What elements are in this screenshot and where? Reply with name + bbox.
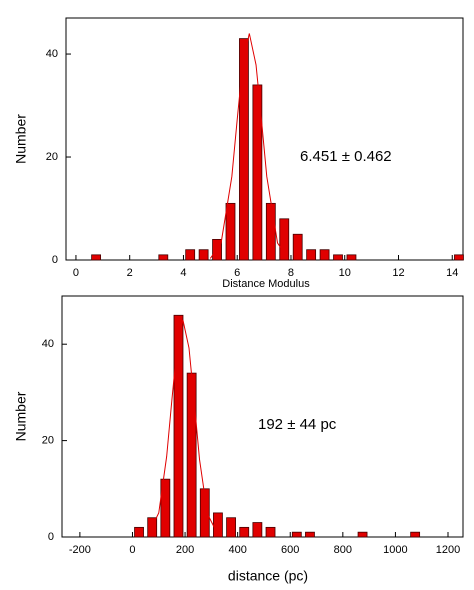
bar <box>319 249 330 261</box>
bar <box>410 531 421 538</box>
bar <box>185 249 196 261</box>
bar <box>291 531 302 538</box>
bar <box>292 233 303 261</box>
annotation: 6.451 ± 0.462 <box>300 148 392 165</box>
x-tick-label: 6 <box>234 267 240 279</box>
bar <box>160 478 171 538</box>
x-tick-label: 400 <box>228 544 246 556</box>
plot-frame <box>65 17 464 261</box>
fit-curve <box>209 33 289 259</box>
bar <box>186 372 197 538</box>
y-tick-label: 40 <box>46 48 58 60</box>
x-tick-label: 600 <box>281 544 299 556</box>
bar <box>213 512 223 538</box>
bar <box>198 249 209 261</box>
y-tick-label: 0 <box>52 254 58 266</box>
x-tick-label: 1200 <box>436 544 460 556</box>
bar <box>239 38 249 261</box>
x-axis-label: Distance Modulus <box>222 278 310 290</box>
bar <box>239 526 250 538</box>
bar <box>265 202 276 261</box>
bar <box>265 526 276 538</box>
bar <box>91 254 102 261</box>
x-tick-label: 0 <box>129 544 135 556</box>
bar <box>333 254 343 261</box>
x-tick-label: 12 <box>392 267 404 279</box>
bar <box>134 526 144 538</box>
bar <box>305 531 315 538</box>
x-axis-label: distance (pc) <box>228 568 308 584</box>
y-axis-label: Number <box>13 114 29 164</box>
annotation: 192 ± 44 pc <box>258 416 337 433</box>
x-tick-label: 10 <box>339 267 351 279</box>
bar <box>173 314 184 538</box>
bar <box>454 254 464 261</box>
bar <box>357 531 368 538</box>
bar <box>226 517 236 538</box>
bar <box>158 254 169 261</box>
y-tick-label: 0 <box>48 531 54 543</box>
x-tick-label: 2 <box>127 267 133 279</box>
x-tick-label: 0 <box>73 267 79 279</box>
y-tick-label: 20 <box>46 151 58 163</box>
bar <box>252 84 263 261</box>
x-tick-label: 4 <box>180 267 186 279</box>
bar <box>212 239 222 261</box>
y-axis-label: Number <box>13 391 29 441</box>
x-tick-label: 200 <box>176 544 194 556</box>
y-tick-label: 40 <box>42 338 54 350</box>
x-tick-label: 14 <box>446 267 458 279</box>
x-tick-label: -200 <box>69 544 91 556</box>
bar <box>225 202 236 261</box>
bar <box>306 249 317 261</box>
plot-frame <box>61 295 464 538</box>
bar <box>199 488 210 538</box>
x-tick-label: 1000 <box>383 544 407 556</box>
bar <box>279 218 290 261</box>
x-tick-label: 8 <box>288 267 294 279</box>
y-tick-label: 20 <box>42 435 54 447</box>
bar <box>252 522 263 538</box>
bar <box>346 254 357 261</box>
x-tick-label: 800 <box>334 544 352 556</box>
fit-curve <box>147 319 219 535</box>
